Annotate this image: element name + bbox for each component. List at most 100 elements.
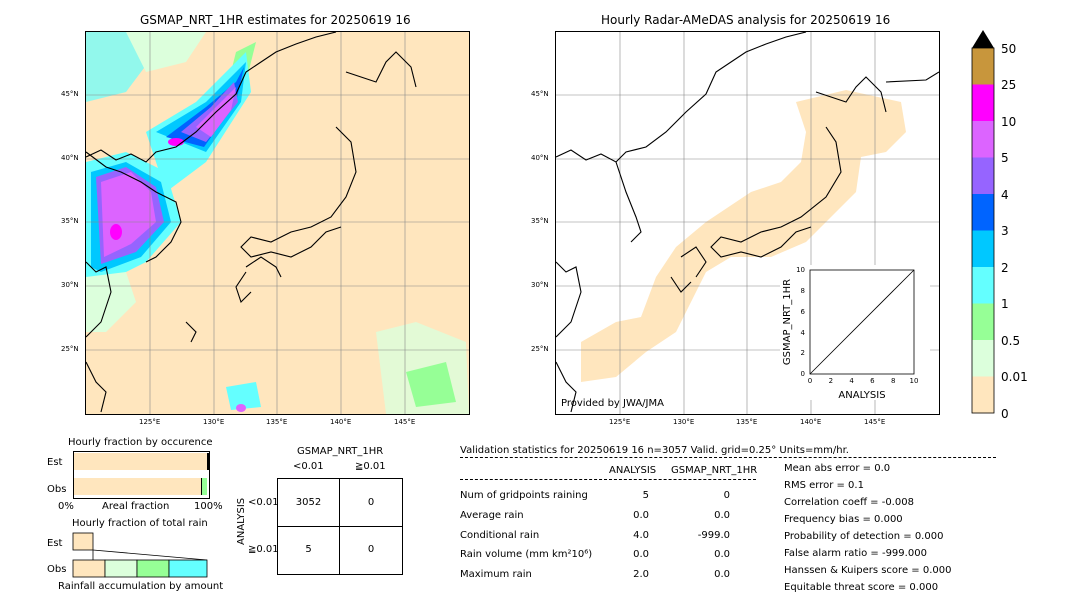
colorbar-label-4: 4 — [1001, 188, 1009, 202]
validation-score-6: Hanssen & Kuipers score = 0.000 — [784, 565, 952, 576]
left-lat-30: 30°N — [61, 281, 79, 289]
right-lat-25: 25°N — [531, 345, 549, 353]
inset-ytick-4: 4 — [801, 329, 806, 337]
right-lon-140: 140°E — [800, 418, 822, 426]
left-map-canvas — [86, 32, 469, 414]
validation-row-gsmap-0: 0 — [723, 490, 730, 501]
left-gridlines — [86, 32, 469, 414]
fraction-total-plot — [72, 531, 208, 579]
colorbar-segment — [972, 121, 994, 158]
validation-row-gsmap-2: -999.0 — [697, 530, 730, 541]
validation-header: Validation statistics for 20250619 16 n=… — [460, 445, 849, 456]
left-lat-45: 45°N — [61, 90, 79, 98]
right-coastlines — [556, 32, 939, 413]
validation-score-3: Frequency bias = 0.000 — [784, 514, 903, 525]
contingency-table: 3052 0 5 0 — [277, 478, 403, 575]
colorbar-segment — [972, 376, 994, 414]
validation-score-7: Equitable threat score = 0.000 — [784, 582, 939, 593]
colorbar-label-0.01: 0.01 — [1001, 370, 1028, 384]
left-lon-125: 125°E — [139, 418, 161, 426]
validation-divider-mid — [460, 479, 756, 480]
colorbar-segment — [972, 340, 994, 377]
colorbar-segments — [972, 48, 994, 414]
contingency-col-header-1: ≧0.01 — [355, 461, 386, 472]
inset-ylabel: GSMAP_NRT_1HR — [782, 279, 793, 365]
contingency-title: GSMAP_NRT_1HR — [297, 446, 384, 457]
colorbar-label-25: 25 — [1001, 78, 1017, 92]
colorbar-segment — [972, 84, 994, 122]
validation-row-gsmap-3: 0.0 — [714, 549, 730, 560]
validation-row-analysis-3: 0.0 — [633, 549, 649, 560]
validation-row-analysis-0: 5 — [642, 490, 649, 501]
colorbar-segment — [972, 48, 994, 85]
right-lon-145: 145°E — [864, 418, 886, 426]
inset-xtick-2: 2 — [829, 377, 833, 385]
right-lon-125: 125°E — [609, 418, 631, 426]
left-lon-130: 130°E — [203, 418, 225, 426]
validation-row-label-4: Maximum rain — [460, 569, 532, 580]
colorbar-segment — [972, 194, 994, 231]
colorbar-label-10: 10 — [1001, 115, 1017, 129]
fraction-occurrence-axis-mid: Areal fraction — [102, 501, 170, 512]
validation-col-gsmap: GSMAP_NRT_1HR — [671, 465, 758, 476]
right-lon-130: 130°E — [673, 418, 695, 426]
colorbar-label-5: 5 — [1001, 151, 1009, 165]
fraction-total-obs-bar-4 — [168, 559, 208, 578]
contingency-cell-1-1: 0 — [367, 544, 375, 555]
validation-row-gsmap-1: 0.0 — [714, 510, 730, 521]
colorbar-segment — [972, 230, 994, 268]
colorbar-canvas — [971, 30, 995, 414]
fraction-occurrence-obs-label: Obs — [47, 484, 67, 495]
contingency-row-axis: ANALYSIS — [236, 497, 247, 545]
left-map-title: GSMAP_NRT_1HR estimates for 20250619 16 — [140, 13, 411, 27]
fraction-total-obs-bar-3 — [136, 559, 170, 578]
colorbar-label-3: 3 — [1001, 224, 1009, 238]
inset-xlabel: ANALYSIS — [838, 390, 885, 401]
right-lat-45: 45°N — [531, 90, 549, 98]
contingency-cell-1-0: 5 — [305, 544, 312, 555]
colorbar — [960, 28, 1020, 418]
right-coverage-area — [581, 90, 906, 382]
validation-row-analysis-2: 4.0 — [633, 530, 649, 541]
fraction-total-footer: Rainfall accumulation by amount — [58, 581, 224, 592]
validation-score-0: Mean abs error = 0.0 — [784, 463, 891, 474]
right-lon-135: 135°E — [736, 418, 758, 426]
validation-score-4: Probability of detection = 0.000 — [784, 531, 944, 542]
validation-row-gsmap-4: 0.0 — [714, 569, 730, 580]
colorbar-segment — [972, 303, 994, 341]
fraction-occurrence-obs-bar — [74, 478, 202, 495]
fraction-occurrence-axis-left: 0% — [58, 501, 74, 512]
left-map — [85, 31, 470, 415]
left-lon-145: 145°E — [394, 418, 416, 426]
colorbar-extend-arrow — [972, 30, 994, 48]
left-lat-35: 35°N — [61, 217, 79, 225]
colorbar-label-1: 1 — [1001, 297, 1009, 311]
right-lat-40: 40°N — [531, 154, 549, 162]
colorbar-segment — [972, 267, 994, 304]
inset-ytick-8: 8 — [801, 287, 805, 295]
fraction-occurrence-axis-right: 100% — [194, 501, 223, 512]
inset-ytick-2: 2 — [801, 349, 805, 357]
right-map-canvas — [556, 32, 939, 414]
right-lat-30: 30°N — [531, 281, 549, 289]
validation-col-analysis: ANALYSIS — [609, 465, 657, 476]
inset-xtick-10: 10 — [910, 377, 919, 385]
fraction-total-obs-bar-2 — [104, 559, 138, 578]
inset-xtick-4: 4 — [849, 377, 854, 385]
validation-row-label-2: Conditional rain — [460, 530, 540, 541]
fraction-total-obs-label: Obs — [47, 564, 67, 575]
inset-xtick-6: 6 — [870, 377, 875, 385]
fraction-occurrence-plot — [73, 451, 210, 499]
left-rain-field — [86, 32, 469, 414]
inset-xtick-0: 0 — [808, 377, 812, 385]
validation-row-label-1: Average rain — [460, 510, 524, 521]
inset-ytick-0: 0 — [801, 370, 805, 378]
validation-score-1: RMS error = 0.1 — [784, 480, 864, 491]
fraction-total-canvas — [72, 532, 208, 578]
validation-row-analysis-1: 0.0 — [633, 510, 649, 521]
right-map-title: Hourly Radar-AMeDAS analysis for 2025061… — [601, 13, 891, 27]
contingency-col-header-0: <0.01 — [293, 461, 324, 472]
inset-xtick-8: 8 — [891, 377, 895, 385]
contingency-cell-0-1: 0 — [367, 497, 375, 508]
inset-ytick-10: 10 — [796, 266, 805, 274]
